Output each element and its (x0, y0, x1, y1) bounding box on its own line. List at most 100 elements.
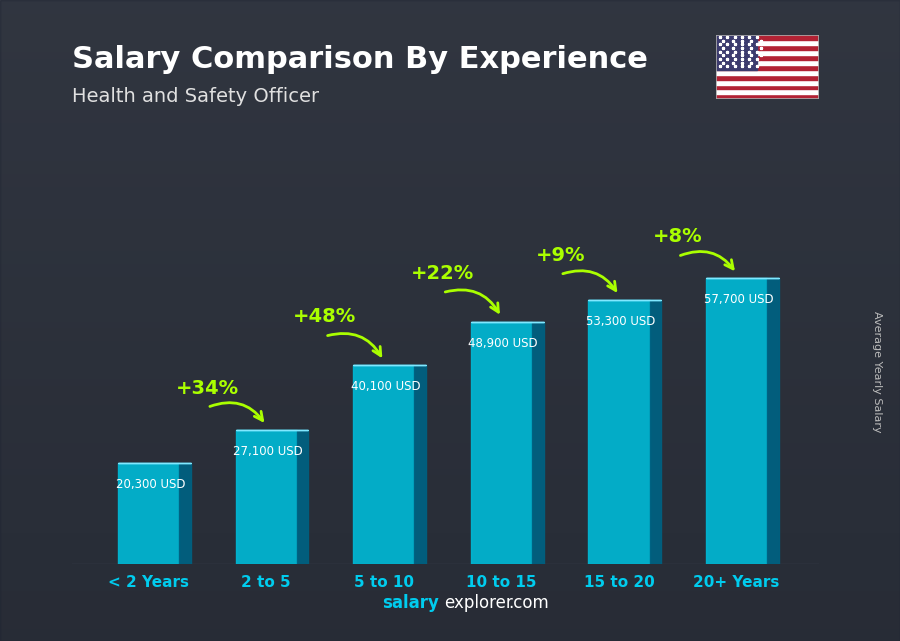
Polygon shape (297, 429, 309, 564)
Text: 20,300 USD: 20,300 USD (115, 478, 185, 491)
Text: salary: salary (382, 594, 439, 612)
Bar (716, 85, 819, 90)
Bar (0, 506, 900, 513)
Bar (353, 365, 414, 564)
Bar (0, 622, 900, 628)
Bar (0, 513, 900, 519)
Bar (236, 429, 297, 564)
Bar (0, 96, 900, 103)
Bar (0, 532, 900, 538)
Bar (0, 577, 900, 583)
Polygon shape (650, 300, 662, 564)
Bar (716, 40, 819, 45)
Bar (0, 301, 900, 308)
Bar (716, 65, 819, 70)
Bar (0, 526, 900, 532)
Bar (716, 60, 819, 65)
Bar (0, 397, 900, 404)
Bar (0, 590, 900, 596)
Bar (0, 276, 900, 282)
Bar (716, 94, 819, 99)
Bar (706, 278, 767, 564)
Bar (0, 128, 900, 135)
Bar (0, 558, 900, 564)
Bar (0, 545, 900, 551)
Bar (0, 26, 900, 32)
Bar (0, 423, 900, 429)
Bar (0, 468, 900, 474)
Bar (0, 320, 900, 327)
Bar (0, 487, 900, 494)
Bar (0, 494, 900, 500)
Bar (716, 70, 819, 75)
Text: explorer: explorer (444, 594, 512, 612)
Bar (0, 449, 900, 455)
Bar (0, 429, 900, 436)
Bar (0, 417, 900, 423)
Bar (0, 596, 900, 603)
Bar (0, 436, 900, 442)
Bar (0, 282, 900, 288)
Bar (0, 109, 900, 115)
Bar (0, 263, 900, 269)
Bar (0, 71, 900, 77)
Bar (0, 141, 900, 147)
Bar (0, 250, 900, 256)
Bar (0, 192, 900, 199)
Bar (0, 340, 900, 346)
Text: Salary Comparison By Experience: Salary Comparison By Experience (72, 45, 648, 74)
Polygon shape (414, 365, 426, 564)
Text: 57,700 USD: 57,700 USD (704, 293, 773, 306)
Text: 40,100 USD: 40,100 USD (351, 380, 420, 393)
Bar (716, 35, 757, 70)
Text: 27,100 USD: 27,100 USD (233, 445, 303, 458)
Bar (0, 346, 900, 353)
Bar (0, 179, 900, 186)
Bar (0, 385, 900, 391)
Text: +48%: +48% (293, 307, 356, 326)
Bar (0, 103, 900, 109)
Bar (0, 519, 900, 526)
Bar (0, 186, 900, 192)
Bar (0, 327, 900, 333)
Bar (0, 314, 900, 320)
Bar (589, 300, 650, 564)
Bar (0, 51, 900, 58)
Polygon shape (532, 322, 544, 564)
Bar (118, 463, 179, 564)
Text: +8%: +8% (653, 228, 703, 246)
Bar (0, 167, 900, 173)
Bar (0, 583, 900, 590)
Bar (0, 135, 900, 141)
Bar (716, 75, 819, 79)
Bar (0, 244, 900, 250)
Bar (0, 199, 900, 205)
Bar (0, 269, 900, 276)
Bar (0, 481, 900, 487)
Text: 48,900 USD: 48,900 USD (468, 337, 538, 349)
Bar (0, 58, 900, 64)
Bar (0, 308, 900, 314)
Bar (0, 122, 900, 128)
Bar (0, 288, 900, 295)
Bar (0, 237, 900, 244)
Bar (0, 77, 900, 83)
Bar (0, 474, 900, 481)
Bar (0, 295, 900, 301)
Bar (0, 38, 900, 45)
Bar (716, 45, 819, 50)
Bar (0, 19, 900, 26)
Bar (0, 603, 900, 609)
Bar (0, 500, 900, 506)
Bar (0, 391, 900, 397)
Bar (0, 551, 900, 558)
Bar (0, 615, 900, 622)
Bar (0, 32, 900, 38)
Bar (0, 160, 900, 167)
Bar (0, 13, 900, 19)
Bar (0, 378, 900, 385)
Bar (0, 83, 900, 90)
Text: Health and Safety Officer: Health and Safety Officer (72, 87, 320, 106)
Bar (0, 455, 900, 462)
Text: +9%: +9% (536, 246, 585, 265)
